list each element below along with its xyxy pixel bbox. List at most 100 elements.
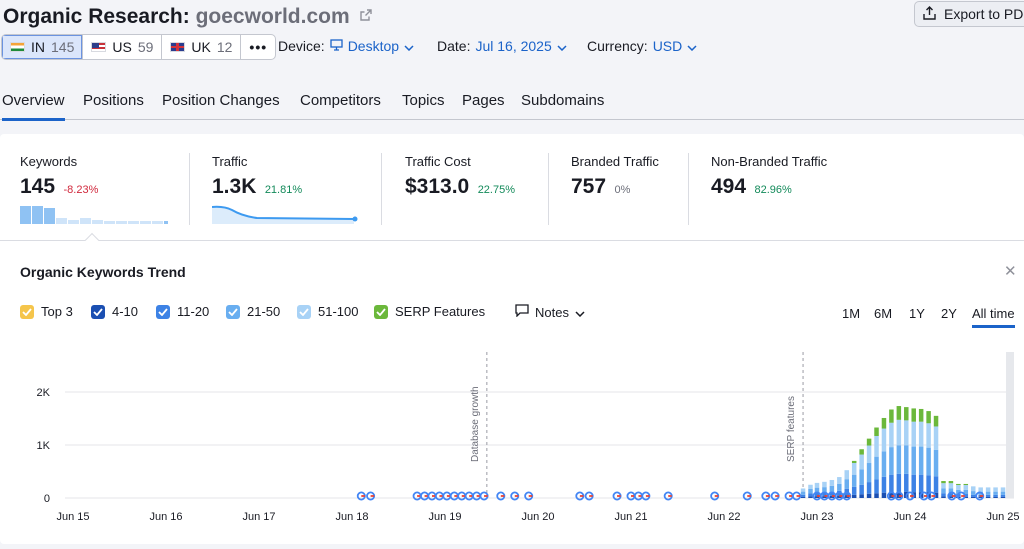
bar-segment [859,494,864,498]
checkbox-checked-icon[interactable] [374,304,388,319]
legend-serp-features[interactable]: SERP Features [374,304,485,319]
export-pdf-button[interactable]: Export to PDF [914,1,1024,27]
keywords-metric[interactable]: Keywords 145 -8.23% [20,154,98,199]
legend-11-20[interactable]: 11-20 [156,304,209,319]
database-in-button[interactable]: IN 145 [2,35,84,59]
currency-selector[interactable]: Currency: USD [587,38,697,54]
legend-label: 11-20 [177,304,210,319]
checkbox-checked-icon[interactable] [226,304,240,319]
bar-segment [933,492,939,498]
close-icon[interactable]: ✕ [1004,263,1017,280]
bar-segment [881,492,887,498]
branded-traffic-metric[interactable]: Branded Traffic 757 0% [571,154,659,199]
google-update-marker [894,491,904,501]
tab-topics[interactable]: Topics [402,92,445,109]
range-2y[interactable]: 2Y [941,306,957,321]
range-1y[interactable]: 1Y [909,306,925,321]
bar-segment [904,445,909,474]
bar-segment [800,488,806,492]
tab-competitors[interactable]: Competitors [300,92,381,109]
google-update-marker [905,491,915,501]
google-update-marker [956,491,966,501]
bar-segment [829,491,835,496]
bar-segment [889,492,894,498]
bar-segment [814,487,820,493]
active-metric-caret [84,232,100,248]
legend-4-10[interactable]: 4-10 [91,304,138,319]
bar-segment [985,494,991,497]
bar-segment [808,496,813,498]
bar-segment [1000,494,1006,497]
more-databases-button[interactable]: ••• [249,39,268,55]
bar-segment [822,487,827,493]
annotation-label: Database growth [470,386,481,462]
bar-segment [874,456,879,480]
bar-segment [829,495,835,498]
metric-divider [189,153,190,225]
checkbox-checked-icon[interactable] [91,304,105,319]
domain-link[interactable]: goecworld.com [195,5,350,28]
notes-dropdown[interactable]: Notes [515,304,585,320]
bar-segment [985,487,991,492]
external-link-icon[interactable] [360,3,373,27]
traffic-cost-metric[interactable]: Traffic Cost $313.0 22.75% [405,154,515,199]
bar-segment [800,496,806,498]
bar-segment [956,489,961,495]
x-tick-label: Jun 24 [893,511,926,523]
tab-position-changes[interactable]: Position Changes [162,92,280,109]
bar-segment [948,483,954,489]
legend-21-50[interactable]: 21-50 [226,304,280,319]
bar-segment [844,470,850,480]
database-count: 59 [137,39,154,55]
bar-segment [941,488,946,494]
bar-segment [970,494,976,497]
organic-keywords-trend-chart: 0 1K 2K Jun 15 Jun 16 Jun 17 Jun 18 Jun 19 Jun 2… [37,352,1020,523]
google-update-marker [663,491,673,501]
bar-segment [881,451,887,477]
bar-segment [814,492,820,497]
keywords-sparkbar [20,206,168,224]
bar-segment [993,494,998,497]
google-update-marker [742,491,752,501]
currency-label: Currency: [587,38,648,54]
checkbox-checked-icon[interactable] [297,304,311,319]
metric-label: Keywords [20,154,78,169]
range-all-time[interactable]: All time [972,306,1015,328]
bar-segment [904,420,909,446]
uk-flag-icon [170,42,186,52]
checkbox-checked-icon[interactable] [156,304,170,319]
chevron-down-icon [687,38,697,54]
non-branded-traffic-metric[interactable]: Non-Branded Traffic 494 82.96% [711,154,827,199]
bar-segment [822,496,827,498]
trend-title: Organic Keywords Trend [20,264,186,280]
date-selector[interactable]: Date: Jul 16, 2025 [437,38,567,54]
bar-segment [859,449,864,455]
google-update-marker [584,491,594,501]
bar-segment [866,463,872,483]
bar-segment [874,435,879,457]
bar-segment [933,449,939,477]
legend-top3[interactable]: Top 3 [20,304,73,319]
tab-overview[interactable]: Overview [2,92,65,121]
bar-segment [941,481,946,484]
tab-pages[interactable]: Pages [462,92,505,109]
x-tick-label: Jun 21 [614,511,647,523]
bar-segment [948,496,954,498]
google-update-marker [842,491,852,501]
database-us-button[interactable]: US 59 [83,35,163,59]
bar-segment [800,491,806,495]
x-tick-label: Jun 20 [521,511,554,523]
metric-delta: -8.23% [63,184,99,196]
range-6m[interactable]: 6M [874,306,893,321]
bar-segment [896,491,902,498]
bar-segment [889,422,894,448]
checkbox-checked-icon[interactable] [20,304,34,319]
device-selector[interactable]: Device: Desktop [278,38,414,54]
database-uk-button[interactable]: UK 12 [162,35,242,59]
tab-subdomains[interactable]: Subdomains [521,92,605,109]
range-1m[interactable]: 1M [842,306,861,321]
legend-51-100[interactable]: 51-100 [297,304,358,319]
tab-positions[interactable]: Positions [83,92,144,109]
bar-segment [851,486,857,495]
traffic-metric[interactable]: Traffic 1.3K 21.81% [212,154,302,199]
